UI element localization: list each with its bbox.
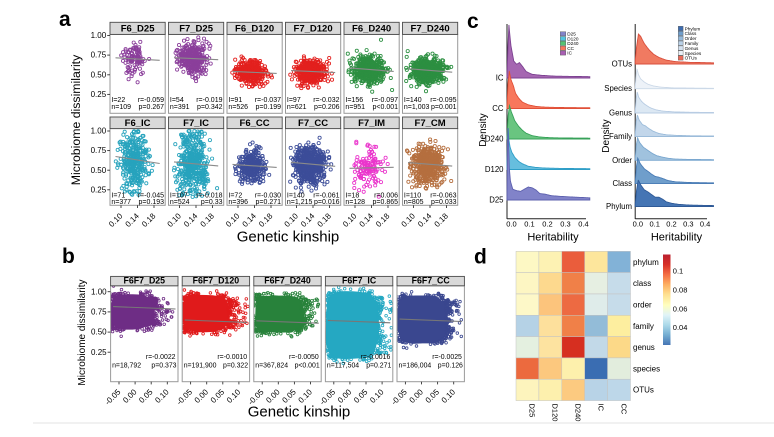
svg-text:0.10: 0.10	[400, 211, 418, 229]
svg-text:r=-0.059: r=-0.059	[138, 97, 164, 104]
svg-text:I=140: I=140	[287, 192, 305, 199]
svg-text:Genetic kinship: Genetic kinship	[237, 229, 340, 246]
svg-text:F6_D240: F6_D240	[352, 24, 391, 35]
svg-text:0.10: 0.10	[283, 211, 301, 229]
svg-text:Microbiome dissimilarity: Microbiome dissimilarity	[69, 54, 83, 185]
svg-text:n=391: n=391	[170, 104, 190, 111]
svg-text:0.75: 0.75	[91, 51, 107, 60]
svg-text:0.14: 0.14	[241, 211, 259, 229]
svg-text:n=377: n=377	[111, 199, 131, 206]
svg-text:a: a	[59, 8, 71, 31]
svg-text:F7_CC: F7_CC	[298, 118, 328, 129]
svg-text:I=18: I=18	[345, 192, 359, 199]
svg-text:p=0.199: p=0.199	[256, 104, 282, 111]
svg-text:0.25: 0.25	[91, 185, 107, 194]
svg-text:F7_D25: F7_D25	[179, 24, 214, 35]
svg-text:0.14: 0.14	[182, 211, 200, 229]
svg-text:0.18: 0.18	[433, 211, 451, 229]
svg-text:0.14: 0.14	[358, 211, 376, 229]
svg-text:n=526: n=526	[228, 104, 248, 111]
svg-text:0.14: 0.14	[299, 211, 317, 229]
svg-text:0.14: 0.14	[416, 211, 434, 229]
svg-text:n=109: n=109	[111, 104, 131, 111]
svg-text:r=0.006: r=0.006	[374, 192, 398, 199]
svg-text:0.18: 0.18	[140, 211, 158, 229]
svg-text:0.18: 0.18	[257, 211, 275, 229]
svg-text:p=0.271: p=0.271	[256, 199, 282, 206]
svg-text:0.10: 0.10	[341, 211, 359, 229]
svg-text:p=0.206: p=0.206	[314, 104, 340, 111]
svg-text:1.00: 1.00	[91, 127, 107, 136]
svg-text:I=54: I=54	[170, 97, 184, 104]
svg-text:p=0.865: p=0.865	[373, 199, 399, 206]
svg-text:r=-0.045: r=-0.045	[138, 192, 164, 199]
svg-text:n=396: n=396	[228, 199, 248, 206]
svg-text:p=0.267: p=0.267	[139, 104, 165, 111]
svg-text:n=1,003: n=1,003	[404, 104, 430, 111]
svg-text:p=0.33: p=0.33	[201, 199, 223, 206]
svg-text:0.10: 0.10	[107, 211, 125, 229]
svg-text:p=0.033: p=0.033	[431, 199, 457, 206]
svg-text:r=-0.097: r=-0.097	[372, 97, 398, 104]
svg-text:0.18: 0.18	[199, 211, 217, 229]
svg-text:b: b	[62, 245, 75, 268]
svg-text:n=1,215: n=1,215	[287, 199, 313, 206]
svg-text:I=107: I=107	[170, 192, 188, 199]
svg-text:p=0.342: p=0.342	[197, 104, 223, 111]
svg-text:1.00: 1.00	[91, 31, 107, 40]
svg-text:n=951: n=951	[345, 104, 365, 111]
svg-text:F7_IC: F7_IC	[183, 118, 209, 129]
svg-text:I=91: I=91	[228, 97, 242, 104]
svg-text:I=22: I=22	[111, 97, 125, 104]
svg-text:F7_D120: F7_D120	[294, 24, 333, 35]
svg-text:F6_D25: F6_D25	[121, 24, 156, 35]
svg-text:r=-0.095: r=-0.095	[430, 97, 456, 104]
svg-text:r=-0.061: r=-0.061	[313, 192, 339, 199]
svg-text:I=156: I=156	[345, 97, 363, 104]
svg-text:p=0.016: p=0.016	[314, 199, 340, 206]
svg-text:n=128: n=128	[345, 199, 365, 206]
svg-text:n=621: n=621	[287, 104, 307, 111]
svg-text:F7_CM: F7_CM	[415, 118, 446, 129]
svg-text:r=-0.030: r=-0.030	[255, 192, 281, 199]
svg-text:0.25: 0.25	[91, 90, 107, 99]
svg-text:0.50: 0.50	[91, 70, 107, 79]
svg-text:F6_IC: F6_IC	[125, 118, 151, 129]
svg-text:0.50: 0.50	[91, 166, 107, 175]
svg-text:n=805: n=805	[404, 199, 424, 206]
svg-text:r=-0.018: r=-0.018	[196, 192, 222, 199]
svg-text:F7_IM: F7_IM	[358, 118, 385, 129]
svg-text:0.75: 0.75	[91, 146, 107, 155]
svg-text:0.18: 0.18	[316, 211, 334, 229]
svg-text:F7_D240: F7_D240	[411, 24, 450, 35]
svg-text:I=110: I=110	[404, 192, 421, 199]
svg-text:p=0.001: p=0.001	[431, 104, 457, 111]
svg-text:r=-0.063: r=-0.063	[430, 192, 456, 199]
svg-text:p=0.193: p=0.193	[139, 199, 165, 206]
svg-text:I=140: I=140	[404, 97, 422, 104]
svg-text:r=-0.037: r=-0.037	[255, 97, 281, 104]
svg-text:p<0.001: p<0.001	[373, 104, 399, 111]
svg-text:I=71: I=71	[111, 192, 125, 199]
svg-text:F6_CC: F6_CC	[240, 118, 270, 129]
svg-text:r=-0.019: r=-0.019	[196, 97, 222, 104]
svg-text:0.18: 0.18	[374, 211, 392, 229]
svg-text:0.10: 0.10	[224, 211, 242, 229]
svg-text:F6_D120: F6_D120	[235, 24, 274, 35]
svg-text:0.10: 0.10	[166, 211, 184, 229]
svg-text:n=524: n=524	[170, 199, 190, 206]
svg-text:0.14: 0.14	[124, 211, 142, 229]
svg-text:I=97: I=97	[287, 97, 301, 104]
svg-text:I=72: I=72	[228, 192, 242, 199]
svg-text:r=-0.032: r=-0.032	[313, 97, 339, 104]
